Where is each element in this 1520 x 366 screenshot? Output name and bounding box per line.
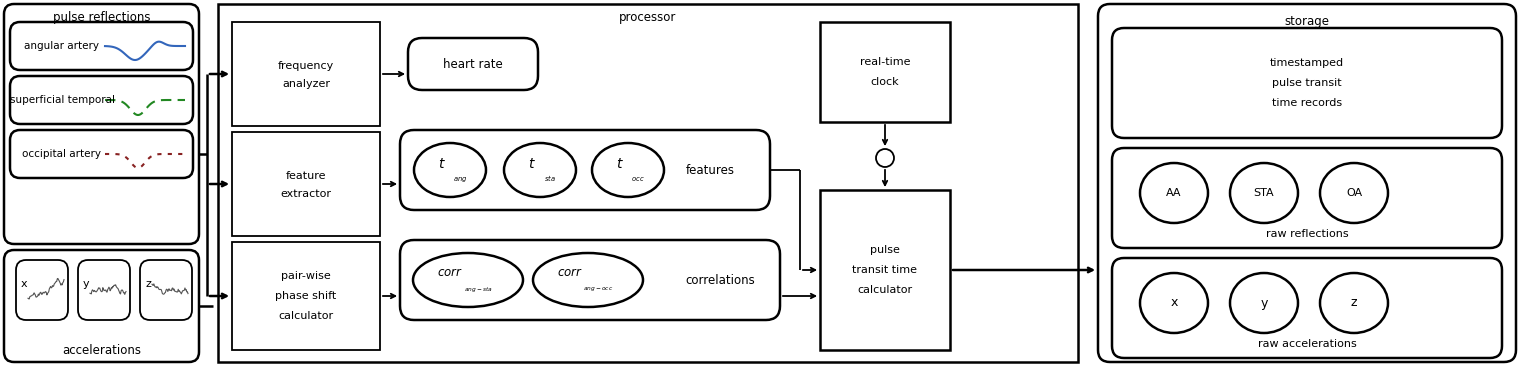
Text: $t$: $t$ — [527, 157, 537, 171]
FancyBboxPatch shape — [5, 4, 199, 244]
Ellipse shape — [534, 253, 643, 307]
FancyBboxPatch shape — [1097, 4, 1515, 362]
Text: processor: processor — [619, 11, 676, 25]
Text: occipital artery: occipital artery — [23, 149, 102, 159]
Text: $_{sta}$: $_{sta}$ — [544, 174, 556, 184]
Bar — [819, 190, 950, 350]
Text: heart rate: heart rate — [444, 57, 503, 71]
Text: y: y — [1260, 296, 1268, 310]
Text: clock: clock — [871, 77, 900, 87]
FancyBboxPatch shape — [1113, 28, 1502, 138]
Ellipse shape — [1230, 163, 1298, 223]
Ellipse shape — [1319, 163, 1388, 223]
Ellipse shape — [876, 149, 894, 167]
Text: transit time: transit time — [853, 265, 918, 275]
FancyBboxPatch shape — [400, 240, 780, 320]
Text: STA: STA — [1254, 188, 1274, 198]
Ellipse shape — [413, 253, 523, 307]
Ellipse shape — [505, 143, 576, 197]
Text: $t$: $t$ — [438, 157, 445, 171]
FancyBboxPatch shape — [1113, 258, 1502, 358]
Text: pulse reflections: pulse reflections — [53, 11, 150, 25]
Text: $_{ang-sta}$: $_{ang-sta}$ — [464, 285, 492, 295]
Text: timestamped: timestamped — [1269, 58, 1344, 68]
Text: $_{occ}$: $_{occ}$ — [631, 174, 644, 184]
Text: time records: time records — [1272, 98, 1342, 108]
Text: x: x — [1170, 296, 1178, 310]
FancyBboxPatch shape — [400, 130, 771, 210]
FancyBboxPatch shape — [140, 260, 192, 320]
Text: superficial temporal: superficial temporal — [9, 95, 114, 105]
Text: feature: feature — [286, 171, 327, 181]
FancyBboxPatch shape — [1113, 148, 1502, 248]
Text: analyzer: analyzer — [283, 79, 330, 89]
Text: x: x — [21, 279, 27, 289]
Text: z: z — [144, 279, 150, 289]
FancyBboxPatch shape — [17, 260, 68, 320]
Text: OA: OA — [1345, 188, 1362, 198]
Text: $_{ang}$: $_{ang}$ — [453, 174, 467, 184]
Text: phase shift: phase shift — [275, 291, 336, 301]
Bar — [233, 22, 380, 126]
Text: features: features — [686, 164, 734, 176]
Ellipse shape — [591, 143, 664, 197]
FancyBboxPatch shape — [5, 250, 199, 362]
Text: z: z — [1351, 296, 1357, 310]
Ellipse shape — [1319, 273, 1388, 333]
Text: $corr$: $corr$ — [556, 265, 584, 279]
Text: $corr$: $corr$ — [438, 265, 464, 279]
FancyBboxPatch shape — [11, 22, 193, 70]
Text: raw reflections: raw reflections — [1266, 229, 1348, 239]
Text: calculator: calculator — [278, 311, 333, 321]
Ellipse shape — [1140, 273, 1208, 333]
Text: pair-wise: pair-wise — [281, 271, 331, 281]
Ellipse shape — [1230, 273, 1298, 333]
Bar — [819, 22, 950, 122]
Text: correlations: correlations — [686, 273, 755, 287]
Text: calculator: calculator — [857, 285, 912, 295]
FancyBboxPatch shape — [407, 38, 538, 90]
Text: real-time: real-time — [860, 57, 910, 67]
Text: pulse: pulse — [869, 245, 900, 255]
Text: storage: storage — [1284, 15, 1330, 29]
Text: y: y — [82, 279, 90, 289]
FancyBboxPatch shape — [11, 76, 193, 124]
Text: $t$: $t$ — [616, 157, 623, 171]
FancyBboxPatch shape — [11, 130, 193, 178]
Bar — [233, 132, 380, 236]
Ellipse shape — [1140, 163, 1208, 223]
Text: raw accelerations: raw accelerations — [1257, 339, 1356, 349]
Text: pulse transit: pulse transit — [1272, 78, 1342, 88]
FancyBboxPatch shape — [78, 260, 131, 320]
Bar — [217, 4, 1078, 362]
Text: AA: AA — [1166, 188, 1181, 198]
Text: $_{ang-occ}$: $_{ang-occ}$ — [582, 285, 613, 295]
Text: accelerations: accelerations — [62, 344, 141, 356]
Bar — [233, 242, 380, 350]
Ellipse shape — [413, 143, 486, 197]
Text: angular artery: angular artery — [24, 41, 99, 51]
Text: extractor: extractor — [281, 189, 331, 199]
Text: frequency: frequency — [278, 61, 334, 71]
